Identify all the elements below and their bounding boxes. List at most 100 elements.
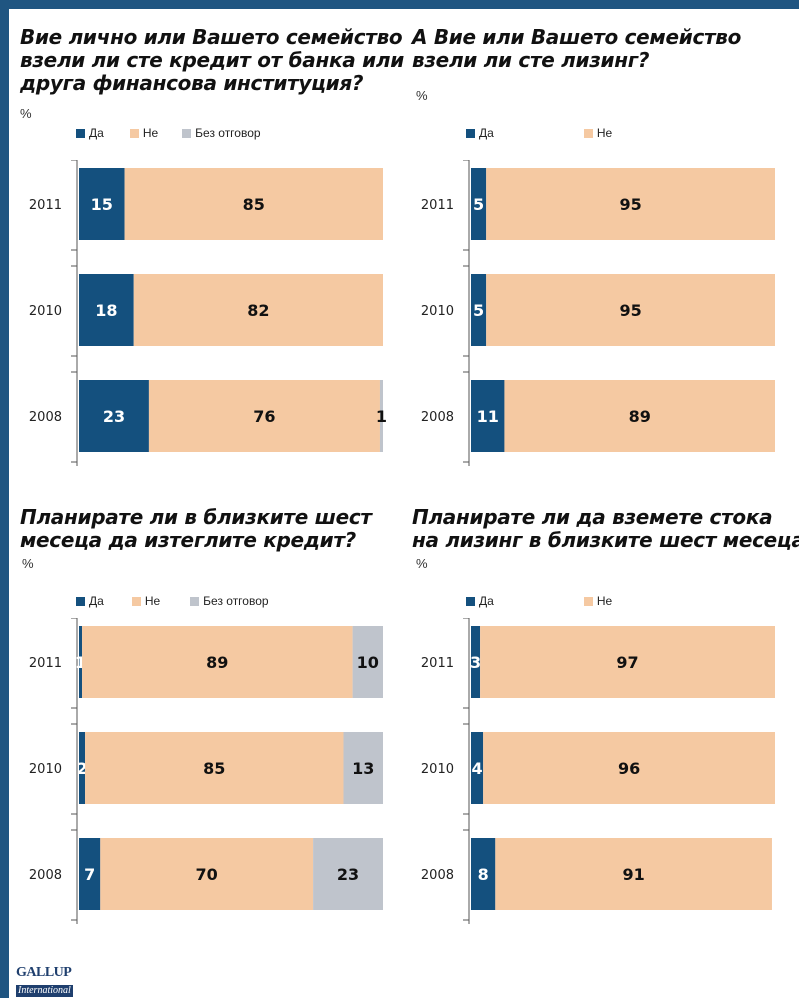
data-label: 89 [206, 653, 228, 672]
data-label: 7 [84, 865, 95, 884]
category-label: 2010 [421, 304, 454, 319]
data-label: 96 [618, 759, 640, 778]
title-line: Планирате ли да вземете стока [412, 505, 773, 529]
category-label: 2011 [29, 656, 62, 671]
legend-label: Не [596, 126, 613, 140]
bar-chart: 2011 5 95 2010 5 95 2008 11 89 [421, 160, 775, 466]
bar-segment-yes [79, 732, 86, 804]
legend-item-no: Не [583, 594, 613, 608]
legend: Да Не [466, 594, 612, 608]
bar-segment-no [495, 838, 772, 910]
unit-label: % [416, 556, 428, 571]
legend-label: Не [144, 594, 161, 608]
title-line: А Вие или Вашето семейство [412, 25, 742, 49]
panel-title: Вие лично или Вашето семейство взели ли … [20, 25, 404, 95]
bar-segment-yes [79, 168, 125, 240]
bar-segment-no [486, 274, 775, 346]
data-label: 11 [477, 407, 499, 426]
category-label: 2010 [29, 762, 62, 777]
legend-item-no: Не [583, 126, 613, 140]
legend-label: Без отговор [203, 594, 269, 608]
data-label: 3 [470, 653, 481, 672]
data-label: 8 [478, 865, 489, 884]
bar-segment-yes [471, 732, 484, 804]
title-line: на лизинг в близките шест месеца? [412, 528, 799, 552]
category-label: 2008 [29, 410, 62, 425]
legend-swatch [129, 128, 139, 138]
data-label: 1 [75, 653, 86, 672]
data-label: 18 [95, 301, 117, 320]
category-label: 2011 [29, 198, 62, 213]
bar-segment-no [133, 274, 383, 346]
title-line: друга финансова институция? [20, 71, 364, 95]
bar-segment-no [483, 732, 775, 804]
panel-leasing-planned: Планирате ли да вземете стока на лизинг … [412, 505, 799, 986]
top-frame-bar [0, 0, 799, 9]
bar-segment-no-answer [343, 732, 383, 804]
legend-swatch [466, 596, 475, 606]
legend-item-no: Не [131, 594, 161, 608]
title-line: взели ли сте лизинг? [412, 48, 650, 72]
data-label: 13 [352, 759, 374, 778]
bar-segment-yes [471, 274, 487, 346]
bar-segment-no [504, 380, 775, 452]
data-label: 76 [253, 407, 275, 426]
legend-swatch [131, 596, 141, 606]
legend-item-yes: Да [466, 594, 494, 608]
data-label: 85 [243, 195, 265, 214]
bar-segment-no-answer [352, 626, 383, 698]
title-line: Планирате ли в близките шест [20, 505, 372, 529]
legend-item-yes: Да [76, 594, 104, 608]
bar-segment-no [82, 626, 353, 698]
legend-label: Не [142, 126, 159, 140]
legend-item-no-answer: Без отговор [190, 594, 269, 608]
bar-segment-no-answer [313, 838, 383, 910]
title-line: Вие лично или Вашето семейство [20, 25, 403, 49]
data-label: 10 [357, 653, 379, 672]
legend-label: Да [479, 594, 494, 608]
panel-loan-taken: Вие лично или Вашето семейство взели ли … [20, 26, 405, 506]
category-label: 2011 [421, 198, 454, 213]
bar-chart: 2011 1 89 10 2010 2 85 13 2008 7 70 23 [29, 618, 383, 924]
title-line: взели ли сте кредит от банка или [20, 48, 404, 72]
bar-segment-yes [471, 380, 505, 452]
unit-label: % [20, 106, 32, 121]
bar-segment-no [124, 168, 383, 240]
legend: Да Не Без отговор [76, 594, 269, 608]
legend-swatch [76, 596, 85, 606]
legend-item-no: Не [129, 126, 159, 140]
logo-top-text: GALLUP [16, 965, 72, 980]
panel-leasing-taken: А Вие или Вашето семейство взели ли сте … [412, 26, 797, 506]
legend-item-no-answer: Без отговор [182, 126, 261, 140]
bar-segment-yes [471, 626, 481, 698]
bar-segment-yes [79, 380, 149, 452]
bar-segment-yes [79, 626, 83, 698]
legend-swatch [583, 596, 593, 606]
gallup-logo: GALLUP International [16, 965, 76, 997]
bar-segment-yes [79, 838, 101, 910]
legend-swatch [76, 128, 85, 138]
legend-swatch [583, 128, 593, 138]
data-label: 95 [619, 195, 641, 214]
logo-bottom-text: International [16, 985, 73, 997]
legend-label: Без отговор [195, 126, 261, 140]
bar-segment-no-answer [379, 380, 383, 452]
panel-title: Планирате ли да вземете стока на лизинг … [412, 505, 799, 552]
data-label: 5 [473, 195, 484, 214]
bar-segment-yes [471, 838, 496, 910]
title-line: месеца да изтеглите кредит? [20, 528, 356, 552]
unit-label: % [22, 556, 34, 571]
data-label: 5 [473, 301, 484, 320]
data-label: 82 [247, 301, 269, 320]
bar-segment-no [100, 838, 314, 910]
data-label: 89 [629, 407, 651, 426]
category-label: 2008 [421, 410, 454, 425]
category-label: 2008 [421, 868, 454, 883]
panel-title: Планирате ли в близките шест месеца да и… [20, 506, 400, 552]
bar-segment-yes [79, 274, 134, 346]
panel-title: А Вие или Вашето семейство взели ли сте … [412, 26, 792, 72]
bar-segment-no [486, 168, 775, 240]
legend-label: Не [596, 594, 613, 608]
legend-label: Да [89, 594, 104, 608]
bar-segment-yes [471, 168, 487, 240]
